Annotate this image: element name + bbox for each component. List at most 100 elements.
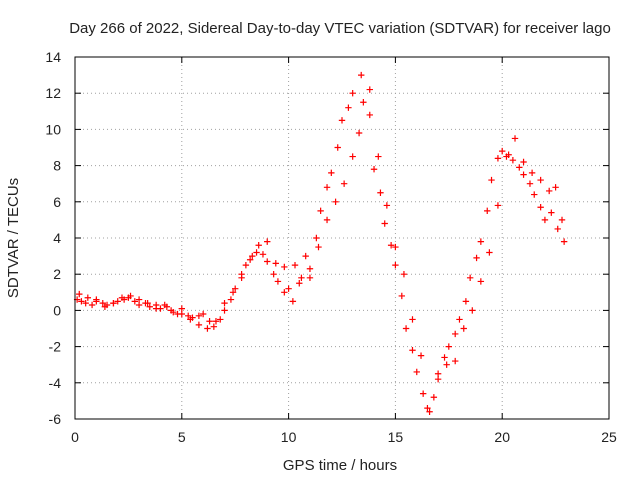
y-tick-label: 6 [53, 194, 61, 210]
data-point [477, 238, 485, 245]
data-point [462, 298, 470, 305]
data-point [516, 164, 523, 171]
data-point [392, 243, 399, 251]
data-point [434, 370, 442, 377]
data-point [441, 354, 448, 361]
data-point [323, 184, 331, 191]
data-point [409, 347, 416, 354]
data-point [253, 249, 260, 256]
data-point [93, 296, 100, 303]
x-tick-label: 10 [281, 429, 297, 445]
data-point [221, 299, 228, 307]
data-point [302, 252, 309, 260]
axis-ticks: 0 5 10 15 20 25 -6 -4 -2 0 2 4 6 8 10 12 14 [45, 49, 617, 445]
data-point [264, 238, 271, 245]
data-point [127, 292, 134, 300]
data-point [296, 280, 303, 287]
data-point [355, 129, 363, 137]
data-point [387, 242, 395, 249]
y-tick-label: 2 [53, 266, 61, 282]
data-point [520, 171, 527, 178]
x-axis-label: GPS time / hours [283, 457, 397, 474]
data-point [503, 153, 510, 160]
data-point [340, 180, 348, 187]
data-point [511, 135, 519, 142]
data-point [317, 207, 324, 215]
data-point [548, 209, 555, 216]
y-tick-label: 4 [53, 230, 61, 246]
data-point [494, 155, 502, 162]
data-point [206, 318, 213, 325]
data-point [118, 294, 126, 301]
data-point [259, 251, 267, 258]
data-point [402, 325, 410, 332]
data-point [264, 258, 271, 265]
data-point [246, 256, 254, 263]
data-point [366, 86, 373, 93]
data-point [178, 310, 185, 318]
data-point [360, 99, 367, 106]
data-point [558, 216, 566, 224]
data-point [537, 176, 544, 184]
data-point [76, 290, 83, 298]
data-point [375, 153, 382, 160]
data-point [486, 249, 493, 256]
x-tick-label: 20 [494, 429, 510, 445]
chart-title: Day 266 of 2022, Sidereal Day-to-day VTE… [69, 20, 611, 37]
data-point [358, 71, 365, 79]
data-point [469, 307, 476, 314]
data-point [232, 285, 239, 292]
data-point [366, 111, 373, 119]
data-point [452, 357, 459, 365]
x-tick-label: 0 [71, 429, 79, 445]
data-point [466, 274, 474, 282]
data-point [195, 312, 203, 320]
data-point [101, 303, 109, 310]
y-tick-label: 8 [53, 158, 61, 174]
data-point [306, 265, 314, 272]
data-point [170, 309, 177, 316]
data-point [144, 299, 151, 307]
data-point [270, 271, 277, 278]
data-point [289, 298, 297, 305]
y-tick-label: 10 [45, 121, 61, 137]
data-point [306, 274, 314, 282]
y-tick-label: -2 [49, 339, 62, 355]
data-point [426, 408, 433, 415]
data-point [419, 390, 427, 397]
data-point [520, 158, 527, 166]
data-point [377, 189, 384, 196]
data-point [460, 325, 467, 332]
data-point [409, 316, 416, 323]
data-point [195, 321, 203, 329]
data-point [434, 375, 442, 383]
data-point [381, 220, 388, 227]
y-axis-label: SDTVAR / TECUs [5, 178, 22, 298]
data-point [400, 271, 408, 278]
data-point [249, 252, 256, 260]
data-point [285, 285, 292, 292]
data-point [238, 271, 245, 278]
data-point [185, 312, 192, 320]
data-point [281, 289, 288, 296]
data-point [456, 316, 463, 323]
data-point [135, 301, 143, 309]
data-point [430, 394, 438, 401]
data-point [528, 169, 536, 177]
data-point [274, 278, 282, 285]
x-tick-label: 5 [178, 429, 186, 445]
data-point [221, 307, 228, 314]
data-point [452, 330, 459, 338]
data-point [477, 278, 485, 285]
data-point [84, 294, 92, 301]
data-point [345, 104, 352, 111]
data-point [554, 225, 561, 233]
y-tick-label: -6 [49, 411, 62, 427]
data-point [78, 298, 85, 305]
data-point [131, 298, 139, 305]
data-point [135, 296, 143, 303]
data-point [88, 301, 96, 309]
data-point [499, 147, 506, 155]
data-point [178, 305, 185, 312]
